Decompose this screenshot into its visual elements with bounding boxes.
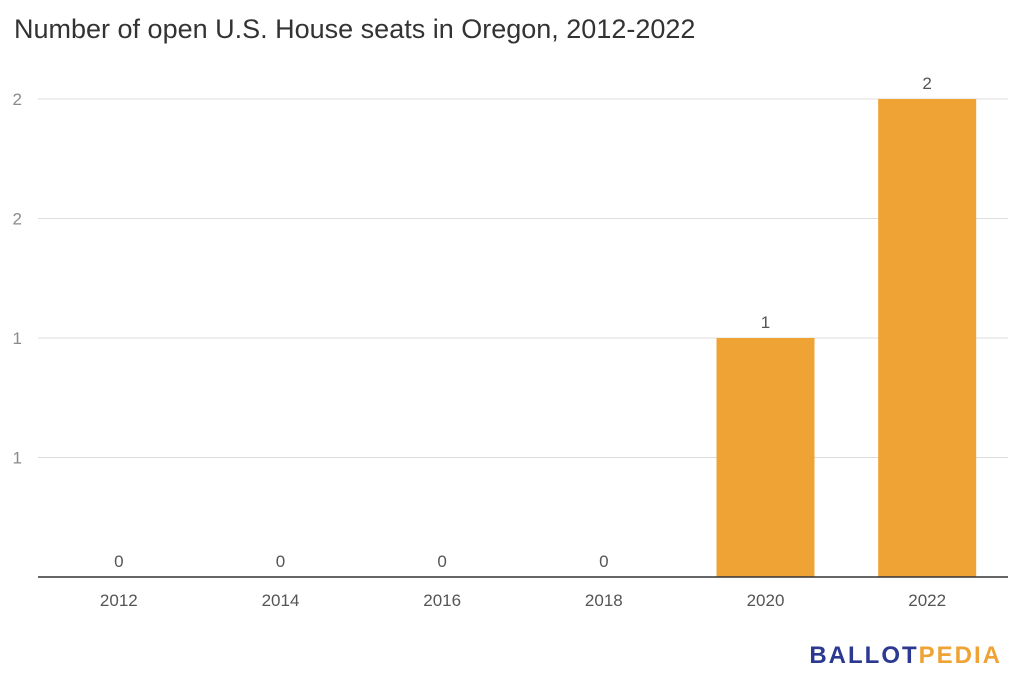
y-tick-label: 2 <box>13 90 22 109</box>
grid-lines <box>38 98 1008 458</box>
data-labels: 0 0 0 0 1 2 <box>114 74 932 571</box>
logo-part-pedia: PEDIA <box>918 642 1002 669</box>
y-tick-labels: 1 1 2 2 <box>13 90 22 468</box>
data-label-2012: 0 <box>114 552 123 571</box>
y-tick-label: 1 <box>13 329 22 348</box>
y-tick-label: 1 <box>13 449 22 468</box>
data-label-2022: 2 <box>922 74 931 93</box>
data-label-2018: 0 <box>599 552 608 571</box>
x-tick-label-2020: 2020 <box>747 591 785 610</box>
data-label-2016: 0 <box>437 552 446 571</box>
x-tick-label-2018: 2018 <box>585 591 623 610</box>
x-tick-label-2012: 2012 <box>100 591 138 610</box>
ballotpedia-logo: BALLOTPEDIA <box>809 642 1002 670</box>
data-label-2020: 1 <box>761 313 770 332</box>
bar-2020 <box>716 338 815 577</box>
bars <box>716 99 977 577</box>
x-tick-label-2022: 2022 <box>908 591 946 610</box>
data-label-2014: 0 <box>276 552 285 571</box>
logo-part-ballot: BALLOT <box>809 642 919 669</box>
bar-2022 <box>878 99 977 577</box>
y-tick-label: 2 <box>13 210 22 229</box>
x-tick-labels: 2012 2014 2016 2018 2020 2022 <box>100 591 946 610</box>
chart-title: Number of open U.S. House seats in Orego… <box>14 14 696 44</box>
x-tick-label-2014: 2014 <box>262 591 300 610</box>
x-tick-label-2016: 2016 <box>423 591 461 610</box>
